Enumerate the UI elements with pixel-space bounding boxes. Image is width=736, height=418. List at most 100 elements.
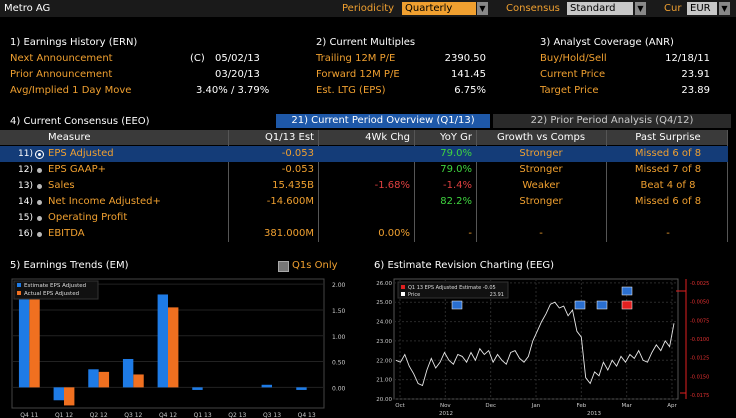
event-marker-icon bbox=[574, 300, 586, 310]
avg-move-value: 3.40% / 3.79% bbox=[196, 85, 270, 96]
estimate-value: 381.000M bbox=[264, 228, 314, 239]
measure-name[interactable]: EPS GAAP+ bbox=[48, 164, 106, 175]
q1s-only-checkbox[interactable] bbox=[278, 261, 289, 272]
radio-bullet-icon[interactable] bbox=[37, 168, 42, 173]
estimate-revision-title[interactable]: 6) Estimate Revision Charting (EEG) bbox=[374, 260, 555, 271]
surprise-value: - bbox=[666, 228, 670, 239]
tab-current-period[interactable]: 21) Current Period Overview (Q1/13) bbox=[276, 114, 490, 128]
measure-name[interactable]: Sales bbox=[48, 180, 75, 191]
y-tick-label: 1.50 bbox=[332, 308, 346, 315]
table-row[interactable]: 16) EBITDA 381.000M 0.00% - - - bbox=[0, 226, 728, 242]
x-tick-label: Nov bbox=[440, 403, 451, 409]
measure-name[interactable]: EBITDA bbox=[48, 228, 85, 239]
prior-announcement-label: Prior Announcement bbox=[10, 69, 113, 80]
table-row[interactable]: 13) Sales 15.435B -1.68% -1.4% Weaker Be… bbox=[0, 178, 728, 194]
current-consensus-title[interactable]: 4) Current Consensus (EEO) bbox=[10, 116, 150, 127]
earnings-trends-title[interactable]: 5) Earnings Trends (EM) bbox=[10, 260, 129, 271]
table-row[interactable]: 12) EPS GAAP+ -0.053 79.0% Stronger Miss… bbox=[0, 162, 728, 178]
x-tick-label: Q1 12 bbox=[55, 412, 73, 418]
currency-label: Cur bbox=[664, 3, 682, 14]
growth-value: Stronger bbox=[519, 196, 563, 207]
legend-label: Actual EPS Adjusted bbox=[24, 291, 79, 297]
row-number: 11) bbox=[18, 149, 33, 159]
q1s-only-label[interactable]: Q1s Only bbox=[292, 260, 338, 271]
radio-bullet-icon[interactable] bbox=[37, 232, 42, 237]
event-marker-icon bbox=[621, 286, 633, 296]
surprise-value: Missed 7 of 8 bbox=[634, 164, 702, 175]
currency-dropdown-icon[interactable]: ▼ bbox=[719, 2, 730, 15]
y-tick-label: 0.00 bbox=[332, 385, 346, 392]
y-tick-label: 1.00 bbox=[332, 334, 346, 341]
right-tick-label: -0.0175 bbox=[690, 393, 709, 399]
col-measure[interactable]: Measure bbox=[48, 132, 91, 143]
bar bbox=[18, 285, 30, 388]
radio-selected-icon[interactable] bbox=[35, 150, 44, 159]
row-number: 12) bbox=[18, 165, 33, 175]
table-divider bbox=[228, 130, 229, 242]
y-tick-label: 24.00 bbox=[376, 320, 392, 326]
periodicity-select[interactable]: Quarterly bbox=[402, 2, 476, 15]
table-divider bbox=[476, 130, 477, 242]
current-price-value: 23.91 bbox=[681, 69, 710, 80]
surprise-value: Beat 4 of 8 bbox=[640, 180, 696, 191]
measure-name[interactable]: Operating Profit bbox=[48, 212, 128, 223]
ltg-eps-label: Est. LTG (EPS) bbox=[316, 85, 386, 96]
estimate-line bbox=[676, 290, 687, 394]
chg-value: -1.68% bbox=[374, 180, 410, 191]
bar bbox=[168, 307, 179, 388]
target-price-label: Target Price bbox=[540, 85, 599, 96]
col-yoy-gr[interactable]: YoY Gr bbox=[439, 132, 472, 143]
forward-pe-value: 141.45 bbox=[451, 69, 486, 80]
measure-name[interactable]: EPS Adjusted bbox=[48, 148, 114, 159]
yoy-value: -1.4% bbox=[442, 180, 472, 191]
radio-bullet-icon[interactable] bbox=[37, 216, 42, 221]
periodicity-dropdown-icon[interactable]: ▼ bbox=[477, 2, 488, 15]
consensus-dropdown-icon[interactable]: ▼ bbox=[635, 2, 646, 15]
earnings-history-title[interactable]: 1) Earnings History (ERN) bbox=[10, 37, 138, 48]
chg-value: 0.00% bbox=[378, 228, 410, 239]
x-tick-label: Q2 13 bbox=[228, 412, 246, 418]
x-tick-label: Q2 12 bbox=[90, 412, 108, 418]
col-growth-vs-comps[interactable]: Growth vs Comps bbox=[496, 132, 586, 143]
measure-name[interactable]: Net Income Adjusted+ bbox=[48, 196, 161, 207]
col-past-surprise[interactable]: Past Surprise bbox=[635, 132, 701, 143]
radio-bullet-icon[interactable] bbox=[37, 200, 42, 205]
table-divider bbox=[727, 130, 728, 242]
x-tick-label: Dec bbox=[485, 403, 496, 409]
table-row[interactable]: 15) Operating Profit bbox=[0, 210, 728, 226]
analyst-coverage-title[interactable]: 3) Analyst Coverage (ANR) bbox=[540, 37, 674, 48]
y-tick-label: 0.50 bbox=[332, 360, 346, 367]
table-divider bbox=[606, 130, 607, 242]
estimate-value: 15.435B bbox=[272, 180, 314, 191]
estimate-value: -0.053 bbox=[281, 164, 314, 175]
table-row[interactable]: 11) EPS Adjusted -0.053 79.0% Stronger M… bbox=[0, 146, 728, 162]
table-divider bbox=[414, 130, 415, 242]
current-multiples-title: 2) Current Multiples bbox=[316, 37, 416, 48]
consensus-table-header: Measure Q1/13 Est 4Wk Chg YoY Gr Growth … bbox=[0, 130, 728, 145]
yoy-value: 79.0% bbox=[440, 164, 472, 175]
bar bbox=[296, 387, 307, 390]
consensus-select[interactable]: Standard bbox=[567, 2, 633, 15]
surprise-value: Missed 6 of 8 bbox=[634, 196, 702, 207]
year-label: 2013 bbox=[587, 411, 601, 417]
currency-select[interactable]: EUR bbox=[687, 2, 717, 15]
next-announcement-value: 05/02/13 bbox=[215, 53, 260, 64]
x-tick-label: Oct bbox=[395, 403, 405, 409]
col-estimate[interactable]: Q1/13 Est bbox=[265, 132, 314, 143]
table-row[interactable]: 14) Net Income Adjusted+ -14.600M 82.2% … bbox=[0, 194, 728, 210]
legend-box bbox=[397, 281, 509, 299]
event-marker-icon bbox=[621, 300, 633, 310]
y-tick-label: 21.00 bbox=[376, 378, 392, 384]
x-tick-label: Q4 12 bbox=[159, 412, 177, 418]
event-marker-icon bbox=[596, 300, 608, 310]
forward-pe-label: Forward 12M P/E bbox=[316, 69, 400, 80]
col-4wk-chg[interactable]: 4Wk Chg bbox=[365, 132, 410, 143]
tab-prior-period[interactable]: 22) Prior Period Analysis (Q4/12) bbox=[493, 114, 731, 128]
radio-bullet-icon[interactable] bbox=[37, 184, 42, 189]
buy-hold-sell-value: 12/18/11 bbox=[665, 53, 710, 64]
avg-move-label: Avg/Implied 1 Day Move bbox=[10, 85, 132, 96]
earnings-trends-chart: 2.00 1.50 1.00 0.50 0.00 Q4 11 Q1 12 Q2 12 Q3 12… bbox=[11, 278, 346, 418]
table-divider bbox=[318, 130, 319, 242]
y-tick-label: 2.00 bbox=[332, 282, 346, 289]
x-tick-label: Jan bbox=[531, 403, 541, 409]
